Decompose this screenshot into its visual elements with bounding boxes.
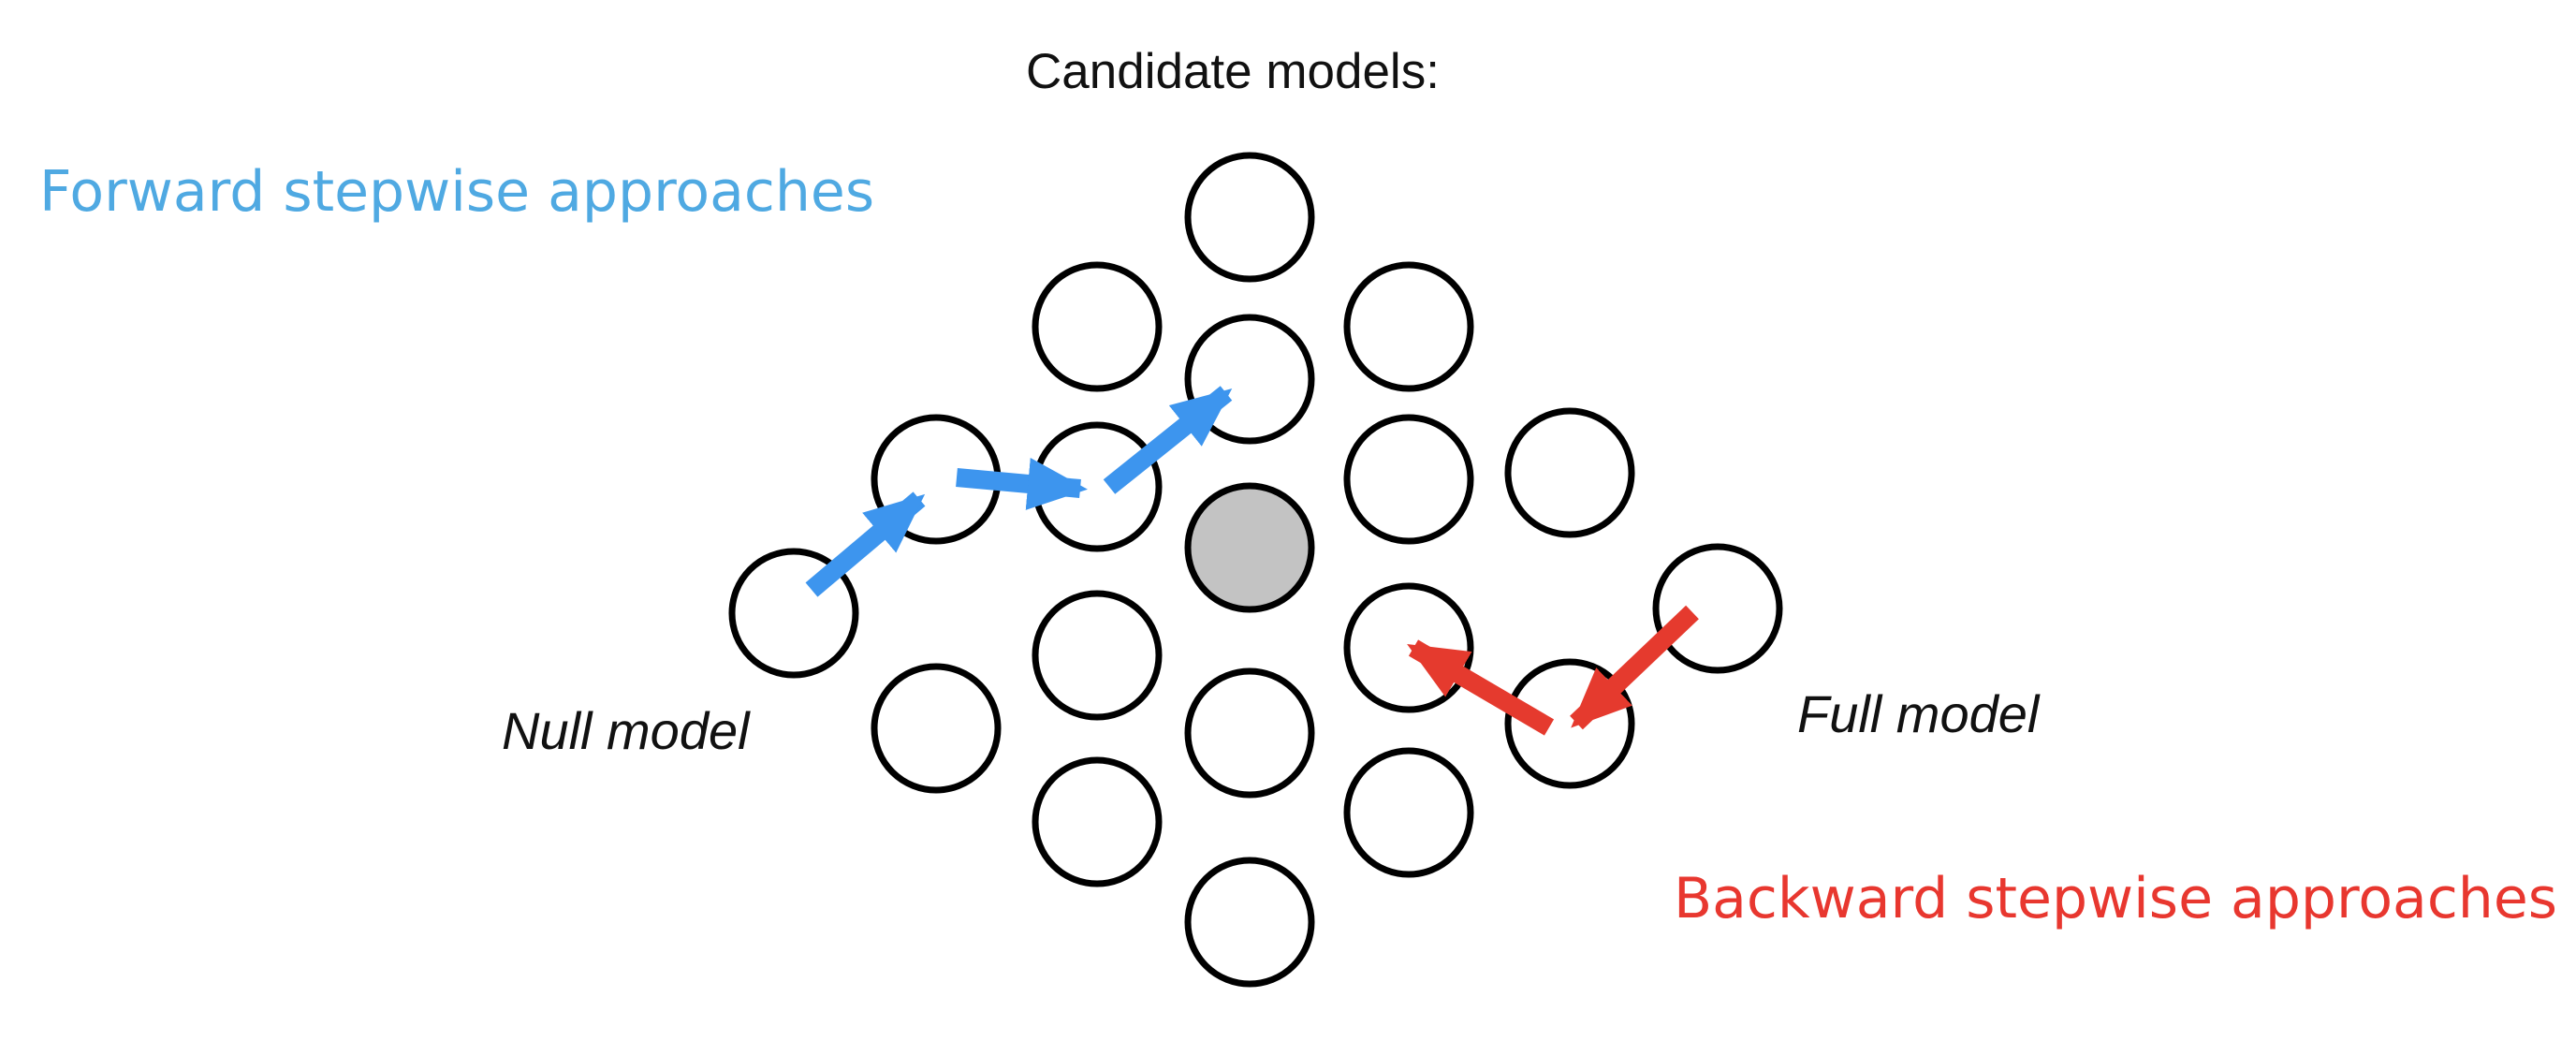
backward-arrow-1 [1570, 605, 1699, 730]
model-node [1343, 414, 1474, 545]
model-node [1343, 582, 1474, 713]
backward-arrow-2 [1407, 639, 1555, 736]
model-node [1032, 756, 1163, 887]
forward-stepwise-label: Forward stepwise approaches [39, 159, 875, 225]
model-node [1504, 407, 1635, 538]
model-node [1184, 857, 1315, 988]
model-node [1184, 667, 1315, 799]
model-node [1032, 590, 1163, 721]
model-node [1184, 314, 1315, 445]
model-nodes [728, 152, 1783, 988]
model-node [1652, 543, 1783, 674]
forward-arrow-2 [956, 458, 1088, 510]
selected-model-node [1184, 482, 1315, 613]
forward-arrow-3 [1103, 386, 1233, 494]
backward-stepwise-label: Backward stepwise approaches [1674, 866, 2558, 931]
stepwise-arrows [805, 386, 1699, 736]
null-model-label: Null model [502, 701, 750, 760]
model-node [1343, 261, 1474, 392]
candidate-models-title: Candidate models: [1026, 44, 1440, 99]
model-node [1343, 747, 1474, 878]
model-node [1032, 261, 1163, 392]
full-model-label: Full model [1797, 684, 2040, 743]
forward-arrow-1 [805, 491, 926, 597]
model-node [1184, 152, 1315, 283]
model-node [871, 663, 1002, 794]
